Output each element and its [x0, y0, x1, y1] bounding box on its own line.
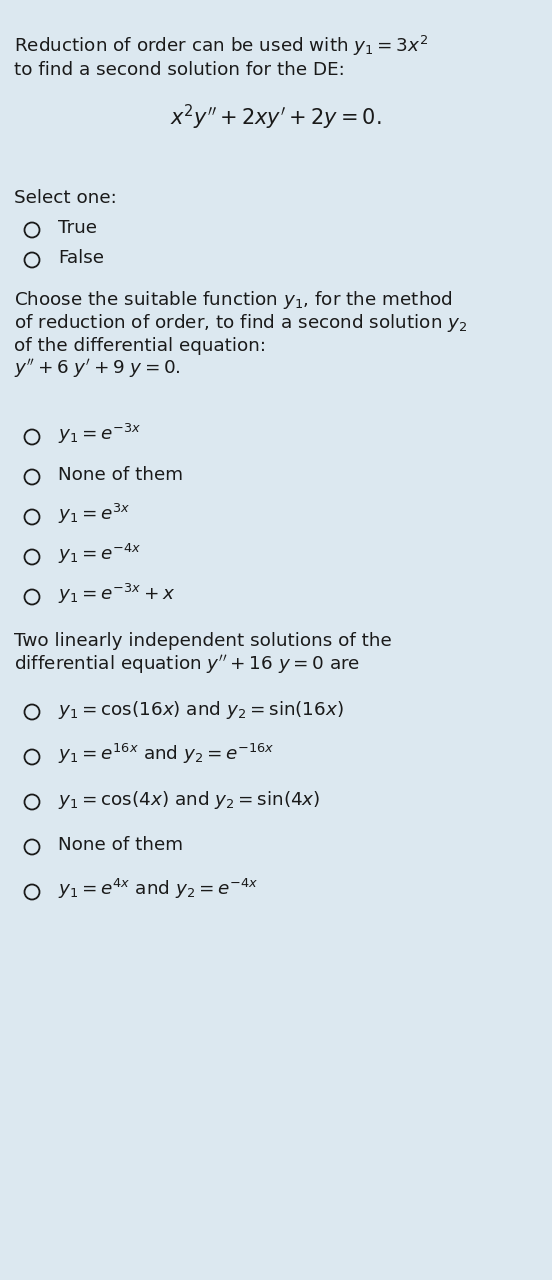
- Text: $y''+6\ y'+9\ y=0.$: $y''+6\ y'+9\ y=0.$: [14, 357, 181, 380]
- Text: $y_1 = e^{3x}$: $y_1 = e^{3x}$: [58, 502, 131, 526]
- Text: $y_1 = \cos(4x)$ and $y_2 = \sin(4x)$: $y_1 = \cos(4x)$ and $y_2 = \sin(4x)$: [58, 788, 320, 812]
- Text: differential equation $y''+16\ y=0$ are: differential equation $y''+16\ y=0$ are: [14, 653, 360, 676]
- Text: None of them: None of them: [58, 836, 183, 854]
- Text: $y_1 = e^{-3x}+x$: $y_1 = e^{-3x}+x$: [58, 582, 176, 605]
- Text: $y_1 = \cos(16x)$ and $y_2 = \sin(16x)$: $y_1 = \cos(16x)$ and $y_2 = \sin(16x)$: [58, 699, 344, 721]
- Text: Reduction of order can be used with $y_1 = 3x^2$: Reduction of order can be used with $y_1…: [14, 33, 428, 58]
- Text: Select one:: Select one:: [14, 189, 117, 207]
- Text: $y_1 = e^{-4x}$: $y_1 = e^{-4x}$: [58, 541, 141, 566]
- Text: $y_1 = e^{16x}$ and $y_2 = e^{-16x}$: $y_1 = e^{16x}$ and $y_2 = e^{-16x}$: [58, 742, 274, 765]
- Text: $x^2y'' + 2xy' + 2y = 0.$: $x^2y'' + 2xy' + 2y = 0.$: [170, 102, 382, 132]
- Text: of the differential equation:: of the differential equation:: [14, 337, 266, 355]
- Text: False: False: [58, 250, 104, 268]
- Text: of reduction of order, to find a second solution $y_2$: of reduction of order, to find a second …: [14, 312, 468, 334]
- Text: Choose the suitable function $y_1$, for the method: Choose the suitable function $y_1$, for …: [14, 289, 453, 311]
- Text: Two linearly independent solutions of the: Two linearly independent solutions of th…: [14, 632, 392, 650]
- Text: True: True: [58, 219, 97, 237]
- Text: to find a second solution for the DE:: to find a second solution for the DE:: [14, 61, 345, 79]
- Text: $y_1 = e^{-3x}$: $y_1 = e^{-3x}$: [58, 422, 141, 445]
- Text: $y_1 = e^{4x}$ and $y_2 = e^{-4x}$: $y_1 = e^{4x}$ and $y_2 = e^{-4x}$: [58, 877, 258, 901]
- Text: None of them: None of them: [58, 466, 183, 484]
